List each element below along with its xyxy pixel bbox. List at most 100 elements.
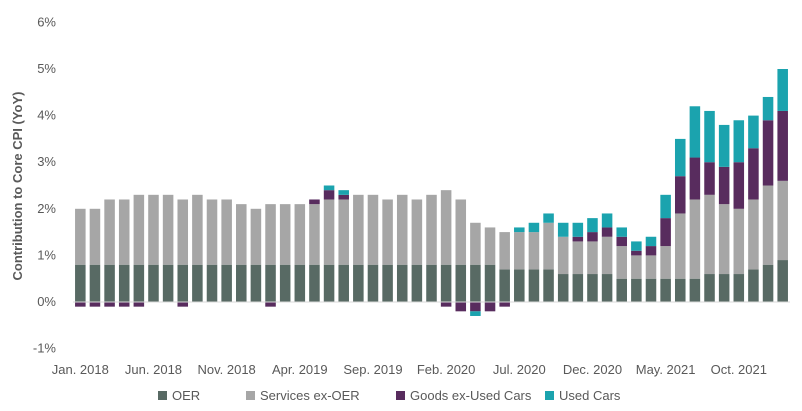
bar-segment [177,302,189,307]
bar-segment [499,232,510,270]
bar-segment [514,232,525,270]
bar-segment [689,199,701,279]
bar-segment [748,115,759,149]
y-axis-ticks: -1% 0% 1% 2% 3% 4% 5% 6% [33,14,57,355]
bar-segment [528,269,540,302]
y-tick-label: 1% [37,247,56,262]
x-tick-label: Jul. 2020 [493,362,546,377]
bar-segment [674,278,686,302]
bar-segment [192,264,203,302]
legend-swatch [396,391,405,400]
bar-segment [440,190,452,265]
bar-segment [704,162,715,195]
bar-segment [148,264,159,302]
bar-segment [294,264,306,302]
bar-segment [470,264,481,302]
bar-segment [718,124,730,167]
legend-swatch [545,391,554,400]
bar-segment [631,250,642,256]
bar-segment [206,199,218,265]
bar-segment [557,236,569,275]
bar-segment [484,227,496,265]
bar-segment [543,269,554,302]
bar-segment [733,162,745,209]
bar-segment [645,246,657,256]
bar-segment [440,302,452,307]
bar-segment [762,120,774,186]
legend: OER Services ex-OER Goods ex-Used Cars Used… [158,388,621,403]
legend-label: Goods ex-Used Cars [410,388,532,403]
bar-segment [353,264,364,302]
bar-segment [733,120,745,163]
bar-segment [265,302,276,307]
bar-segment [616,278,627,302]
bar-segment [353,194,364,265]
bar-segment [587,218,598,233]
bar-segment [367,264,379,302]
bar-segment [748,269,759,302]
bar-segment [162,194,174,265]
bar-segment [323,190,335,200]
bar-segment [382,199,393,265]
bar-segment [689,106,701,158]
bar-segment [338,190,349,195]
bar-segment [265,204,276,265]
bar-segment [75,208,86,265]
bar-segment [514,269,525,302]
bar-segment [543,222,554,270]
bar-segment [411,199,423,265]
bar-segment [645,278,657,302]
bar-segment [631,255,642,279]
bar-segment [133,264,145,302]
bar-segment [660,278,671,302]
bar-segment [733,208,745,275]
bar-segment [221,199,232,265]
legend-swatch [158,391,167,400]
bar-segment [206,264,218,302]
bar-segment [704,274,715,302]
bar-segment [762,185,774,265]
bar-segment [572,274,584,302]
bar-segment [455,199,467,265]
bar-segment [323,264,335,302]
bar-segment [484,264,496,302]
x-tick-label: Oct. 2021 [711,362,767,377]
bar-segment [601,274,613,302]
bar-segment [704,194,715,275]
bar-segment [118,199,130,265]
bar-segment [777,260,788,302]
bar-segment [426,264,437,302]
bar-segment [118,264,130,302]
bar-segment [133,194,145,265]
bar-segment [396,194,408,265]
y-tick-label: 4% [37,108,56,123]
bar-segment [338,264,349,302]
bar-segment [777,180,788,261]
bar-segment [572,241,584,275]
bar-segment [265,264,276,302]
bar-segment [411,264,423,302]
bar-segment [382,264,393,302]
bar-segment [250,208,262,265]
legend-swatch [246,391,255,400]
bar-segment [133,302,145,307]
bar-segment [616,227,627,237]
x-tick-label: Feb. 2020 [417,362,476,377]
bar-segment [587,232,598,242]
bar-segment [104,199,115,265]
y-tick-label: 6% [37,14,56,29]
y-tick-label: 2% [37,201,56,216]
bar-segment [587,274,598,302]
bar-segment [250,264,262,302]
bar-segment [236,204,247,265]
bar-segment [748,199,759,270]
bar-segment [616,236,627,247]
bar-segment [279,264,291,302]
bar-segment [104,264,115,302]
bar-segment [484,302,496,312]
bar-segment [762,96,774,121]
bar-segment [572,236,584,242]
bar-segment [396,264,408,302]
legend-label: Used Cars [559,388,621,403]
bar-segment [338,194,349,200]
